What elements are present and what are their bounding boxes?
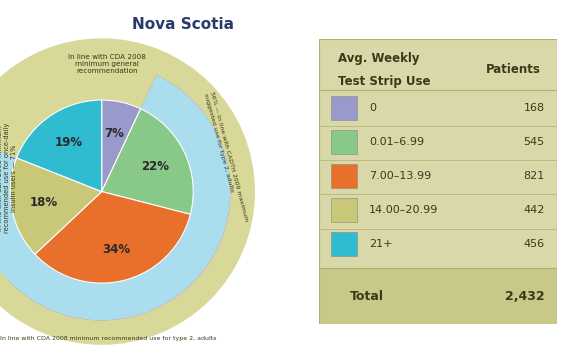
FancyBboxPatch shape bbox=[331, 232, 357, 256]
Text: 34%: 34% bbox=[102, 243, 131, 256]
Text: In line with CDA 2008 minimum
recommended use for once-daily
insulin users — 71%: In line with CDA 2008 minimum recommende… bbox=[0, 123, 17, 233]
FancyBboxPatch shape bbox=[319, 39, 557, 324]
Wedge shape bbox=[16, 100, 102, 192]
Wedge shape bbox=[35, 192, 190, 283]
Text: Patients: Patients bbox=[486, 63, 541, 77]
Text: 442: 442 bbox=[523, 205, 545, 215]
Text: 56% — In line with CADTH 2009 maximum
suggested use for type 2, adults: 56% — In line with CADTH 2009 maximum su… bbox=[203, 91, 249, 224]
Text: 19%: 19% bbox=[54, 136, 82, 149]
Text: 168: 168 bbox=[524, 103, 545, 112]
Text: 18%: 18% bbox=[29, 196, 57, 209]
Text: In line with CDA 2008
minimum general
recommendation: In line with CDA 2008 minimum general re… bbox=[68, 54, 146, 74]
Text: Total: Total bbox=[350, 289, 384, 303]
Text: In line with CDA 2008 minimum recommended use for type 2, adults: In line with CDA 2008 minimum recommende… bbox=[0, 336, 217, 341]
Text: 21+: 21+ bbox=[369, 239, 393, 249]
Text: 821: 821 bbox=[523, 171, 545, 181]
Text: Nova Scotia: Nova Scotia bbox=[132, 17, 234, 32]
Text: 0.01–6.99: 0.01–6.99 bbox=[369, 137, 424, 147]
FancyBboxPatch shape bbox=[331, 95, 357, 120]
Wedge shape bbox=[0, 75, 231, 320]
Text: 7%: 7% bbox=[105, 127, 125, 140]
Wedge shape bbox=[8, 75, 231, 320]
Text: 456: 456 bbox=[524, 239, 545, 249]
Wedge shape bbox=[102, 100, 141, 192]
Text: Avg. Weekly: Avg. Weekly bbox=[338, 52, 420, 65]
FancyBboxPatch shape bbox=[331, 198, 357, 222]
Wedge shape bbox=[102, 109, 193, 214]
Text: 7.00–13.99: 7.00–13.99 bbox=[369, 171, 431, 181]
FancyBboxPatch shape bbox=[331, 164, 357, 188]
Text: 22%: 22% bbox=[141, 160, 170, 173]
FancyBboxPatch shape bbox=[319, 268, 557, 324]
FancyBboxPatch shape bbox=[331, 130, 357, 154]
Text: 2,432: 2,432 bbox=[505, 289, 545, 303]
Text: 545: 545 bbox=[524, 137, 545, 147]
Text: 0: 0 bbox=[369, 103, 376, 112]
Text: Test Strip Use: Test Strip Use bbox=[338, 75, 431, 88]
Wedge shape bbox=[10, 158, 102, 254]
Text: 14.00–20.99: 14.00–20.99 bbox=[369, 205, 438, 215]
Circle shape bbox=[0, 39, 254, 344]
